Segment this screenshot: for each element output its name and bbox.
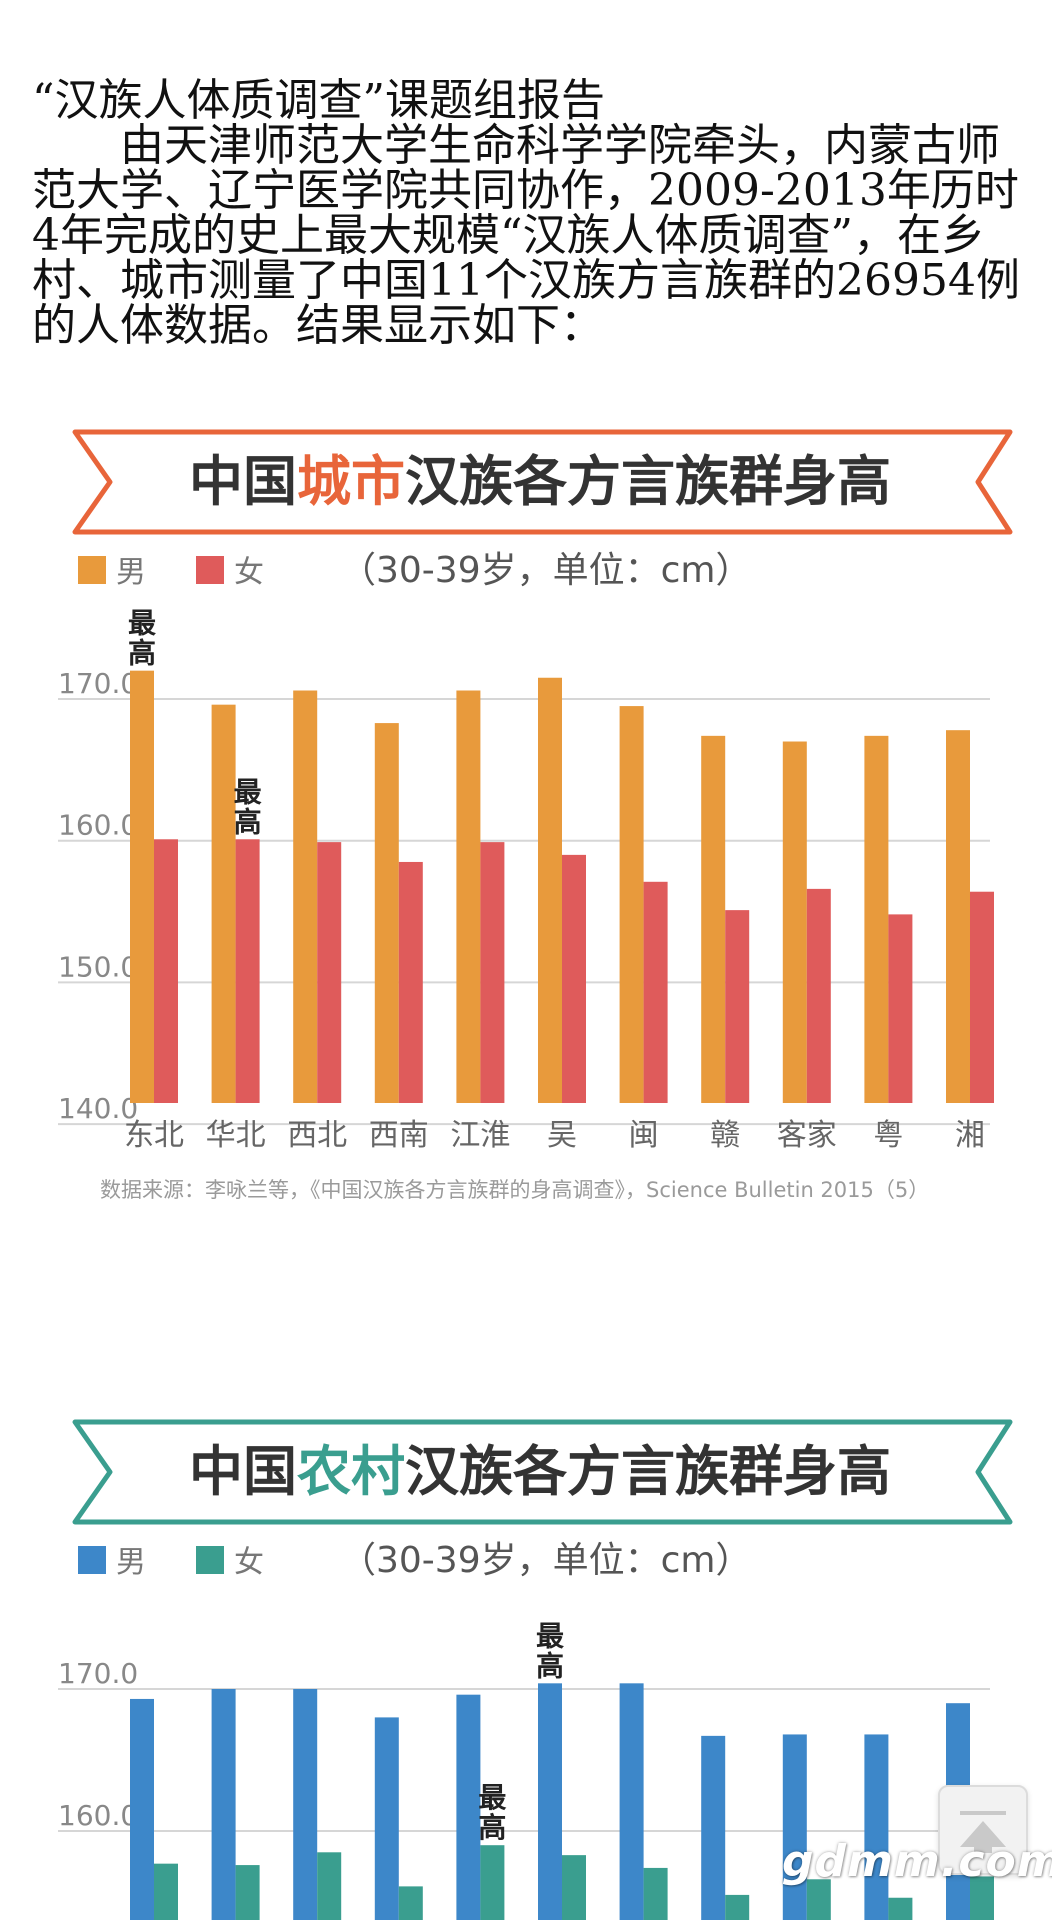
legend-label-female: 女 [234, 555, 264, 590]
highest-marker: 最 [536, 1619, 564, 1652]
bar-male [619, 706, 644, 1103]
bar-female [235, 1865, 260, 1920]
x-tick-label: 江淮 [450, 1118, 510, 1153]
bar-male [211, 1689, 236, 1920]
y-tick-label: 170.0 [58, 667, 138, 700]
x-tick-label: 吴 [547, 1118, 577, 1153]
bar-female [317, 842, 342, 1103]
highest-marker: 高 [478, 1811, 506, 1844]
bar-male [538, 1683, 562, 1920]
bar-female [398, 861, 423, 1103]
bar-male [374, 1717, 399, 1920]
data-source: 数据来源：李咏兰等，《中国汉族各方言族群的身高调查》，Science Bulle… [100, 1178, 929, 1202]
bar-female [970, 1876, 994, 1920]
bar-male [374, 723, 399, 1103]
highest-marker: 高 [536, 1649, 564, 1682]
x-tick-label: 湘 [955, 1118, 985, 1153]
x-tick-label: 赣 [710, 1118, 740, 1153]
chart-subtitle: （30-39岁，单位：cm） [340, 550, 751, 591]
highest-marker: 高 [128, 637, 156, 670]
bar-female [970, 891, 994, 1103]
legend-label-male: 男 [116, 1545, 146, 1580]
chart-subtitle: （30-39岁，单位：cm） [340, 1540, 751, 1581]
legend-swatch-male [78, 1546, 106, 1574]
bar-male [293, 1689, 318, 1920]
bar-male [293, 690, 318, 1103]
bar-female [562, 854, 586, 1103]
bar-female [806, 888, 831, 1103]
bar-male [456, 1694, 481, 1920]
bar-female [154, 1863, 178, 1920]
highest-marker: 高 [234, 805, 262, 838]
title-banner [72, 1419, 1013, 1525]
bar-female [725, 1894, 750, 1920]
x-tick-label: 西北 [287, 1118, 347, 1153]
bar-female [888, 914, 913, 1103]
x-tick-label: 闽 [629, 1118, 659, 1153]
bar-male [864, 735, 889, 1103]
urban-height-chart: 中国城市汉族各方言族群身高男 女 （30-39岁，单位：cm） 170.0 160.0 1… [0, 420, 1052, 1220]
bar-male [701, 735, 726, 1103]
legend-label-female: 女 [234, 1545, 264, 1580]
bar-female [643, 881, 668, 1103]
x-tick-label: 客家 [777, 1118, 837, 1153]
bar-female [480, 842, 505, 1103]
bar-female [562, 1855, 586, 1920]
bar-female [888, 1897, 913, 1920]
bar-male [130, 670, 154, 1103]
bar-female [643, 1867, 668, 1920]
legend-swatch-female [196, 556, 224, 584]
bar-female [806, 1879, 831, 1920]
bar-male [130, 1698, 154, 1920]
bar-female [398, 1886, 423, 1920]
article-heading: “汉族人体质调查”课题组报告 [32, 75, 605, 126]
rural-height-chart: 中国农村汉族各方言族群身高男 女 （30-39岁，单位：cm） 170.0 160.0 最… [0, 1410, 1052, 1920]
bar-male [946, 730, 970, 1103]
chart-title: 中国城市汉族各方言族群身高 [189, 450, 891, 513]
y-tick-label: 170.0 [58, 1657, 138, 1690]
bar-female [480, 1845, 505, 1920]
chart-title: 中国农村汉族各方言族群身高 [189, 1440, 891, 1503]
x-tick-label: 粤 [873, 1118, 903, 1153]
title-banner [72, 429, 1013, 535]
y-tick-label: 150.0 [58, 950, 138, 983]
bar-female [235, 839, 260, 1103]
highest-marker: 最 [128, 607, 156, 640]
article-text: “汉族人体质调查”课题组报告 由天津师范大学生命科学学院牵头，内蒙古师范大学、辽… [32, 78, 1022, 348]
y-tick-label: 160.0 [58, 809, 138, 842]
y-tick-label: 140.0 [58, 1092, 138, 1125]
legend-swatch-male [78, 556, 106, 584]
legend-label-male: 男 [116, 555, 146, 590]
x-tick-label: 东北 [124, 1118, 184, 1153]
highest-marker: 最 [478, 1781, 506, 1814]
bar-male [782, 1734, 807, 1920]
x-tick-label: 西南 [369, 1118, 429, 1153]
bar-male [701, 1735, 726, 1920]
x-tick-label: 华北 [206, 1118, 266, 1153]
bar-male [864, 1734, 889, 1920]
article-body: 由天津师范大学生命科学学院牵头，内蒙古师范大学、辽宁医学院共同协作，2009-2… [32, 120, 1020, 351]
bar-male [782, 741, 807, 1103]
site-watermark: gdmm.com [782, 1836, 1052, 1887]
bar-male [456, 690, 481, 1103]
bar-male [538, 677, 562, 1103]
legend-swatch-female [196, 1546, 224, 1574]
bar-female [154, 839, 178, 1103]
bar-male [619, 1683, 644, 1920]
bar-female [725, 910, 750, 1103]
bar-male [211, 704, 236, 1103]
y-tick-label: 160.0 [58, 1799, 138, 1832]
arrow-up-icon [960, 1811, 1006, 1853]
highest-marker: 最 [234, 775, 262, 808]
scroll-to-top-button[interactable] [938, 1785, 1028, 1875]
bar-female [317, 1852, 342, 1920]
